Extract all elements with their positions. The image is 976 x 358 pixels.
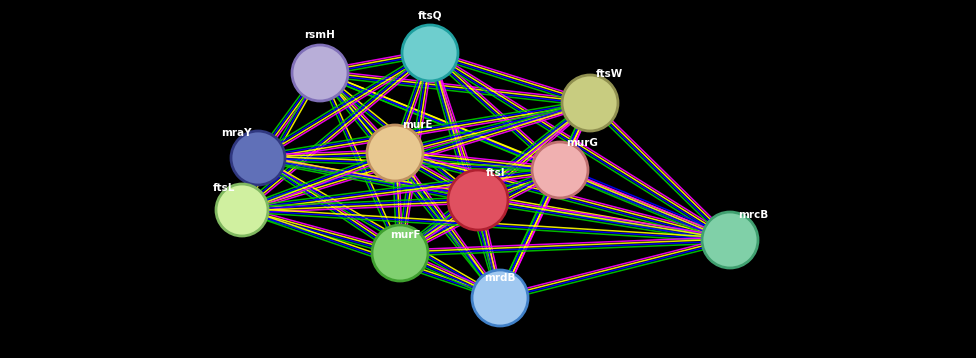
Circle shape — [367, 125, 423, 181]
Circle shape — [562, 75, 618, 131]
Circle shape — [402, 25, 458, 81]
Circle shape — [472, 270, 528, 326]
Circle shape — [292, 45, 348, 101]
Circle shape — [702, 212, 758, 268]
Text: ftsQ: ftsQ — [418, 10, 442, 20]
Text: murG: murG — [566, 138, 598, 148]
Circle shape — [231, 131, 285, 185]
Text: mraY: mraY — [222, 128, 252, 138]
Text: ftsI: ftsI — [486, 168, 506, 178]
Circle shape — [216, 184, 268, 236]
Circle shape — [448, 170, 508, 230]
Text: mrcB: mrcB — [738, 210, 768, 220]
Circle shape — [372, 225, 428, 281]
Circle shape — [532, 142, 588, 198]
Text: rsmH: rsmH — [305, 30, 336, 40]
Text: murF: murF — [390, 230, 421, 240]
Text: ftsL: ftsL — [213, 183, 235, 193]
Text: ftsW: ftsW — [596, 69, 624, 79]
Text: murE: murE — [402, 120, 432, 130]
Text: mrdB: mrdB — [484, 273, 515, 283]
